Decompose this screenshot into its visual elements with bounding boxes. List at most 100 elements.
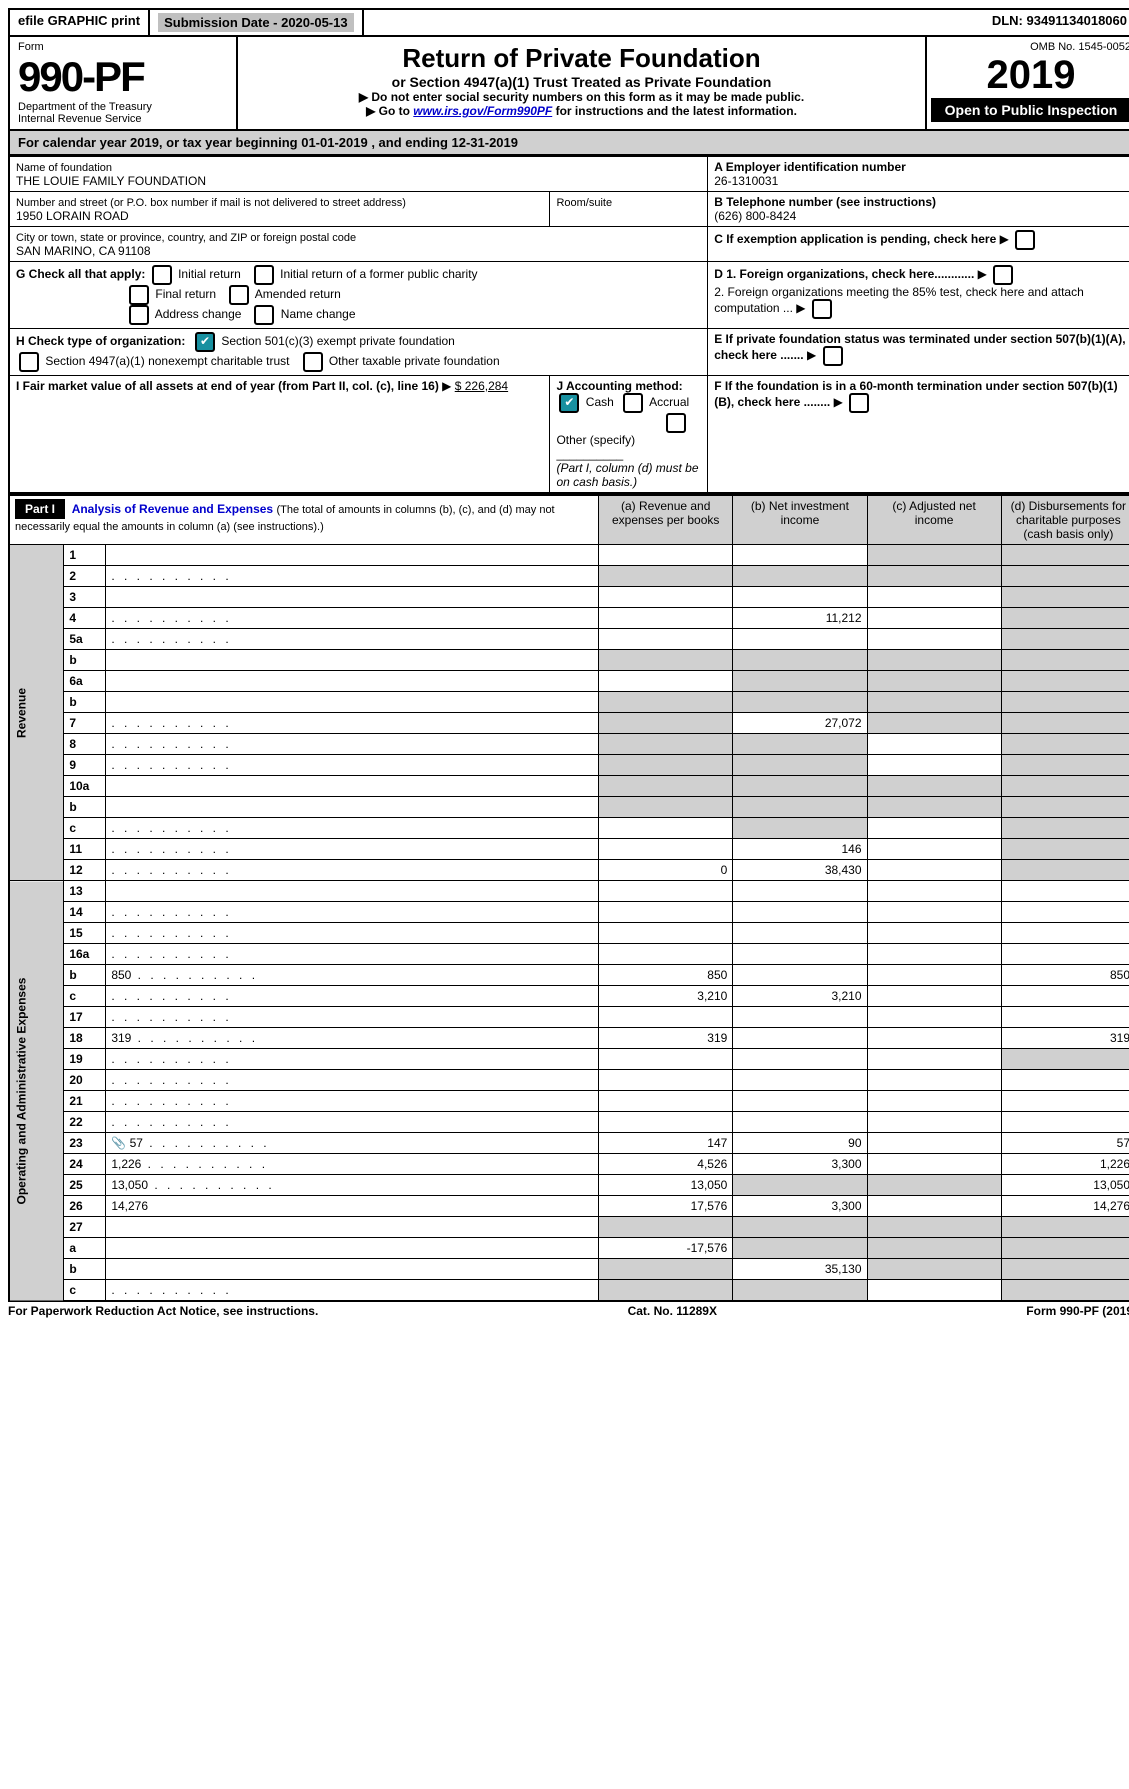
cell-b: 35,130 — [733, 1259, 867, 1280]
cell-d — [1001, 839, 1129, 860]
cell-a — [599, 566, 733, 587]
open-public: Open to Public Inspection — [931, 98, 1129, 122]
cell-d — [1001, 692, 1129, 713]
row-number: 18 — [64, 1028, 106, 1049]
cell-c — [867, 1217, 1001, 1238]
row-description — [106, 692, 599, 713]
d1-checkbox[interactable] — [993, 265, 1013, 285]
f-checkbox[interactable] — [849, 393, 869, 413]
cell-d — [1001, 776, 1129, 797]
cell-b — [733, 1007, 867, 1028]
entity-info-table: Name of foundation THE LOUIE FAMILY FOUN… — [8, 156, 1129, 494]
form-link[interactable]: www.irs.gov/Form990PF — [413, 104, 552, 118]
cell-b — [733, 755, 867, 776]
table-row: 3 — [9, 587, 1129, 608]
row-number: 2 — [64, 566, 106, 587]
g-check-initial[interactable] — [152, 265, 172, 285]
street-address: 1950 LORAIN ROAD — [16, 209, 129, 223]
h-check-501c3[interactable]: ✔ — [195, 332, 215, 352]
table-row: 5a — [9, 629, 1129, 650]
cell-a — [599, 734, 733, 755]
cell-c — [867, 1259, 1001, 1280]
j-other: Other (specify) — [556, 433, 635, 447]
irs-label: Internal Revenue Service — [18, 113, 228, 125]
e-checkbox[interactable] — [823, 346, 843, 366]
row-number: c — [64, 986, 106, 1007]
row-description — [106, 1280, 599, 1302]
cell-d: 319 — [1001, 1028, 1129, 1049]
row-description — [106, 1070, 599, 1091]
part1-label: Part I — [15, 499, 65, 519]
row-description — [106, 839, 599, 860]
cell-b — [733, 944, 867, 965]
cell-a — [599, 608, 733, 629]
table-row: b — [9, 797, 1129, 818]
h-check-other[interactable] — [303, 352, 323, 372]
row-description — [106, 650, 599, 671]
cell-c — [867, 713, 1001, 734]
g-check-final[interactable] — [129, 285, 149, 305]
cell-a — [599, 1091, 733, 1112]
cell-c — [867, 545, 1001, 566]
table-row: 20 — [9, 1070, 1129, 1091]
cell-d: 13,050 — [1001, 1175, 1129, 1196]
dln: DLN: 93491134018060 — [984, 10, 1129, 35]
g-check-initial-former[interactable] — [254, 265, 274, 285]
cell-c — [867, 1028, 1001, 1049]
row-description — [106, 734, 599, 755]
j-check-other[interactable] — [666, 413, 686, 433]
g-opt-2: Final return — [155, 287, 216, 301]
c-checkbox[interactable] — [1015, 230, 1035, 250]
omb: OMB No. 1545-0052 — [931, 41, 1129, 53]
j-check-accrual[interactable] — [623, 393, 643, 413]
efile-label[interactable]: efile GRAPHIC print — [10, 10, 150, 35]
h-check-4947[interactable] — [19, 352, 39, 372]
ein-label: A Employer identification number — [714, 160, 906, 174]
col-b-header: (b) Net investment income — [733, 495, 867, 545]
row-number: 9 — [64, 755, 106, 776]
addr-label: Number and street (or P.O. box number if… — [16, 197, 406, 209]
cell-c — [867, 587, 1001, 608]
row-description — [106, 776, 599, 797]
table-row: 19 — [9, 1049, 1129, 1070]
d2-checkbox[interactable] — [812, 299, 832, 319]
j-check-cash[interactable]: ✔ — [559, 393, 579, 413]
cell-b — [733, 1280, 867, 1302]
cell-c — [867, 671, 1001, 692]
row-description — [106, 629, 599, 650]
g-check-amended[interactable] — [229, 285, 249, 305]
row-number: 23 — [64, 1133, 106, 1154]
instr-2: ▶ Go to www.irs.gov/Form990PF for instru… — [250, 104, 913, 118]
cell-a: 4,526 — [599, 1154, 733, 1175]
cell-c — [867, 1238, 1001, 1259]
cell-a: 17,576 — [599, 1196, 733, 1217]
cell-a — [599, 1007, 733, 1028]
cell-a: 0 — [599, 860, 733, 881]
g-check-name[interactable] — [254, 305, 274, 325]
tel-label: B Telephone number (see instructions) — [714, 195, 936, 209]
row-number: 22 — [64, 1112, 106, 1133]
row-number: 20 — [64, 1070, 106, 1091]
cell-a: 319 — [599, 1028, 733, 1049]
cell-a — [599, 839, 733, 860]
cell-b — [733, 587, 867, 608]
tax-year: 2019 — [931, 53, 1129, 98]
h-opt-2: Section 4947(a)(1) nonexempt charitable … — [45, 354, 289, 368]
cell-d — [1001, 755, 1129, 776]
table-row: 23📎 571479057 — [9, 1133, 1129, 1154]
form-number: 990-PF — [18, 53, 228, 101]
row-description — [106, 1049, 599, 1070]
row-number: 21 — [64, 1091, 106, 1112]
table-row: 8 — [9, 734, 1129, 755]
cell-b — [733, 650, 867, 671]
cell-d: 14,276 — [1001, 1196, 1129, 1217]
cell-c — [867, 566, 1001, 587]
g-check-addr[interactable] — [129, 305, 149, 325]
cell-b — [733, 566, 867, 587]
row-number: 1 — [64, 545, 106, 566]
h-opt-3: Other taxable private foundation — [329, 354, 500, 368]
cell-a — [599, 902, 733, 923]
cell-c — [867, 902, 1001, 923]
cell-a — [599, 587, 733, 608]
row-number: b — [64, 650, 106, 671]
